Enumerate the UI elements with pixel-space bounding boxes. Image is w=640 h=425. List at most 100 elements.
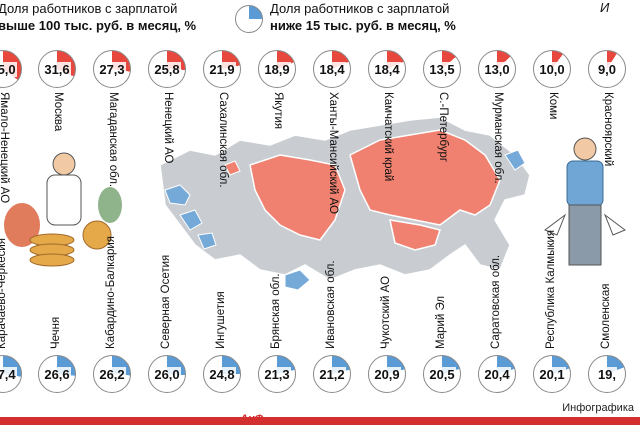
top-value-label-9: 13,0 bbox=[483, 61, 511, 77]
top-region-label-9: Мурманская обл. bbox=[492, 92, 504, 184]
map-low-west-3 bbox=[197, 232, 217, 250]
money-bag-right bbox=[98, 187, 122, 223]
bottom-value-label-7: 20,9 bbox=[373, 366, 401, 382]
bottom-circle-10: 20,1 bbox=[533, 355, 571, 393]
top-circle-7: 18,4 bbox=[368, 50, 406, 88]
bottom-circle-9: 20,4 bbox=[478, 355, 516, 393]
trousers bbox=[568, 204, 602, 266]
top-circle-4: 21,9 bbox=[203, 50, 241, 88]
credit: Инфографика bbox=[562, 402, 634, 414]
footer-bar bbox=[0, 417, 640, 425]
top-circle-3: 25,8 bbox=[148, 50, 186, 88]
bottom-region-label-2: Кабардино-Балкария bbox=[105, 235, 117, 349]
bottom-circle-2: 26,2 bbox=[93, 355, 131, 393]
russia-map bbox=[159, 116, 531, 291]
top-region-label-3: Ненецкий АО bbox=[162, 92, 174, 164]
legend-low-line1: Доля работников с зарплатой bbox=[270, 1, 450, 16]
top-circle-8: 13,5 bbox=[423, 50, 461, 88]
bottom-value-label-11: 19, bbox=[596, 366, 618, 382]
map-high-small bbox=[224, 160, 241, 176]
top-region-label-0: Ямало-Ненецкий АО bbox=[0, 92, 10, 204]
bottom-value-label-2: 26,2 bbox=[98, 366, 126, 382]
rich-man-illustration bbox=[4, 152, 122, 267]
top-value-label-1: 31,6 bbox=[43, 61, 71, 77]
top-value-label-0: 35,0 bbox=[0, 61, 17, 77]
top-circle-9: 13,0 bbox=[478, 50, 516, 88]
legend-high-line2: выше 100 тыс. руб. в месяц, % bbox=[0, 18, 197, 33]
top-region-label-4: Сахалинская обл. bbox=[217, 92, 229, 188]
map-low-east bbox=[504, 149, 526, 171]
legend-high-salary: Доля работников с зарплатой выше 100 тыс… bbox=[0, 0, 196, 34]
head bbox=[52, 152, 76, 176]
bottom-region-label-3: Северная Осетия bbox=[160, 254, 172, 349]
bottom-circle-8: 20,5 bbox=[423, 355, 461, 393]
top-circle-2: 27,3 bbox=[93, 50, 131, 88]
bottom-region-label-5: Брянская обл. bbox=[270, 273, 282, 349]
bottom-circle-1: 26,6 bbox=[38, 355, 76, 393]
footer-logo: АиФ bbox=[240, 413, 264, 425]
top-value-label-2: 27,3 bbox=[98, 61, 126, 77]
top-region-label-10: Коми bbox=[547, 92, 559, 120]
bottom-value-label-5: 21,3 bbox=[263, 366, 291, 382]
map-low-south bbox=[284, 269, 311, 291]
money-bag-left bbox=[4, 203, 40, 247]
map-high-west bbox=[249, 154, 346, 241]
coin-stack-3 bbox=[29, 253, 75, 267]
top-circle-0: 35,0 bbox=[0, 50, 22, 88]
bottom-value-label-6: 21,2 bbox=[318, 366, 346, 382]
map-low-west-2 bbox=[179, 209, 203, 231]
bottom-value-label-4: 24,8 bbox=[208, 366, 236, 382]
bottom-circle-3: 26,0 bbox=[148, 355, 186, 393]
top-value-label-11: 9,0 bbox=[596, 61, 618, 77]
bottom-value-label-3: 26,0 bbox=[153, 366, 181, 382]
map-high-east bbox=[349, 129, 501, 226]
top-value-label-3: 25,8 bbox=[153, 61, 181, 77]
bottom-region-label-0: Карачаево-Черкесия bbox=[0, 237, 8, 349]
empty-pocket-left bbox=[544, 213, 567, 236]
top-circle-11: 9,0 bbox=[588, 50, 626, 88]
top-value-label-4: 21,9 bbox=[208, 61, 236, 77]
bottom-region-label-8: Марий Эл bbox=[435, 295, 447, 349]
bottom-region-label-1: Чечня bbox=[50, 316, 62, 349]
bottom-value-label-0: 27,4 bbox=[0, 366, 17, 382]
head bbox=[573, 137, 597, 161]
bottom-circle-11: 19, bbox=[588, 355, 626, 393]
bottom-region-label-9: Саратовская обл. bbox=[490, 254, 502, 349]
map-high-central bbox=[389, 219, 441, 251]
legend-low-salary: Доля работников с зарплатой ниже 15 тыс.… bbox=[236, 0, 456, 34]
bottom-region-label-4: Ингушетия bbox=[215, 291, 227, 349]
top-circle-10: 10,0 bbox=[533, 50, 571, 88]
bottom-value-label-1: 26,6 bbox=[43, 366, 71, 382]
bottom-value-label-9: 20,4 bbox=[483, 366, 511, 382]
top-value-label-5: 18,9 bbox=[263, 61, 291, 77]
top-circle-5: 18,9 bbox=[258, 50, 296, 88]
map-low-west-1 bbox=[164, 184, 191, 206]
top-region-label-8: С.-Петербург bbox=[437, 92, 449, 163]
bottom-region-label-11: Смоленская bbox=[600, 283, 612, 349]
top-value-label-10: 10,0 bbox=[538, 61, 566, 77]
top-region-label-11: Красноярский bbox=[602, 92, 614, 167]
top-region-label-7: Камчатский край bbox=[382, 92, 394, 182]
bottom-circle-7: 20,9 bbox=[368, 355, 406, 393]
bottom-circle-5: 21,3 bbox=[258, 355, 296, 393]
bottom-region-label-6: Ивановская обл. bbox=[325, 260, 337, 349]
top-region-label-1: Москва bbox=[52, 92, 64, 132]
top-region-label-2: Магаданская обл. bbox=[107, 92, 119, 188]
top-circle-1: 31,6 bbox=[38, 50, 76, 88]
top-value-label-8: 13,5 bbox=[428, 61, 456, 77]
top-value-label-7: 18,4 bbox=[373, 61, 401, 77]
bottom-circle-6: 21,2 bbox=[313, 355, 351, 393]
top-region-label-6: Ханты-Мансийский АО bbox=[327, 92, 339, 215]
bottom-region-label-10: Республика Калмыкия bbox=[545, 229, 557, 349]
legend-low-line2: ниже 15 тыс. руб. в месяц, % bbox=[270, 18, 456, 33]
bottom-circle-0: 27,4 bbox=[0, 355, 22, 393]
bottom-value-label-10: 20,1 bbox=[538, 366, 566, 382]
legend-far-fragment: И bbox=[600, 0, 610, 15]
top-circle-6: 18,4 bbox=[313, 50, 351, 88]
legend-high-line1: Доля работников с зарплатой bbox=[0, 1, 178, 16]
bottom-value-label-8: 20,5 bbox=[428, 366, 456, 382]
empty-pocket-right bbox=[603, 213, 626, 236]
top-region-label-5: Якутия bbox=[272, 92, 284, 130]
big-coin bbox=[82, 220, 112, 250]
top-value-label-6: 18,4 bbox=[318, 61, 346, 77]
